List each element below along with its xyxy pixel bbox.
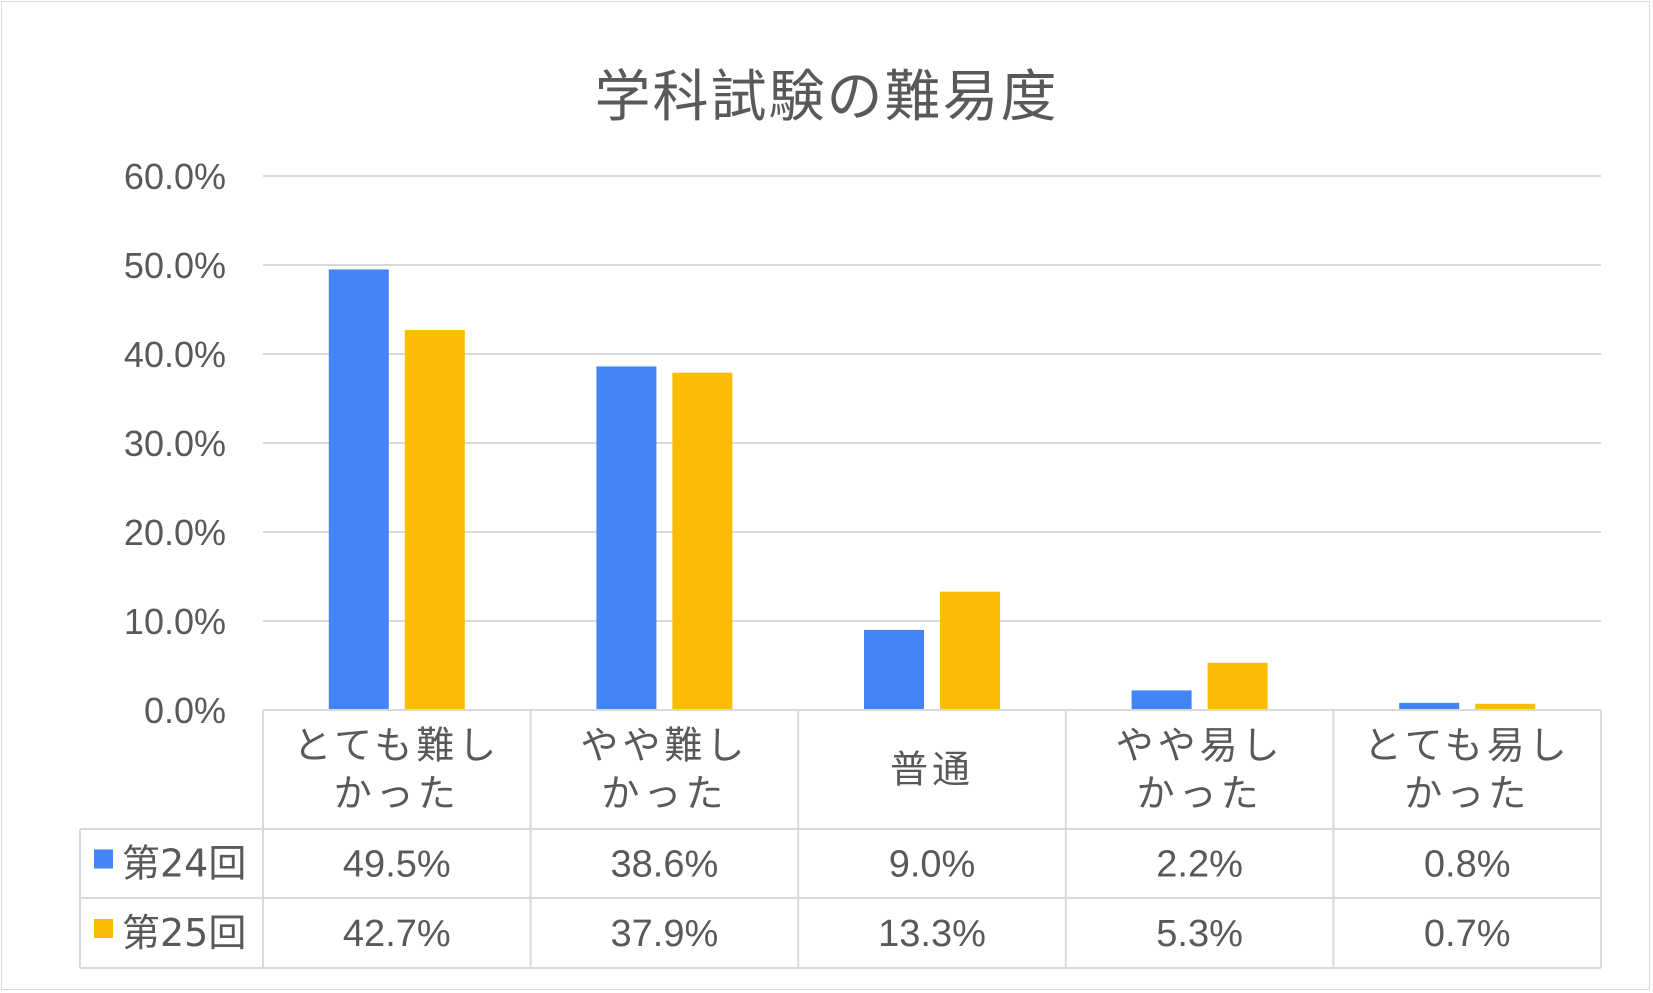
data-label: 49.5% [343, 844, 451, 886]
legend-label: 第24回 [122, 842, 246, 886]
data-label: 42.7% [343, 913, 451, 955]
category-label: 普通 [890, 748, 974, 792]
y-tick-label: 40.0% [124, 334, 226, 375]
bar [1399, 702, 1460, 710]
y-tick-label: 50.0% [124, 245, 226, 286]
category-label: やや難し [580, 724, 748, 768]
bars [328, 269, 1536, 710]
data-label: 0.8% [1424, 844, 1511, 886]
y-tick-label: 0.0% [144, 690, 226, 731]
bar [404, 329, 465, 710]
bar [1207, 662, 1268, 710]
category-label: とても易し [1364, 724, 1571, 768]
data-label: 37.9% [611, 913, 719, 955]
data-label: 13.3% [878, 913, 986, 955]
bar [328, 269, 389, 710]
data-label: 9.0% [889, 844, 976, 886]
bar [596, 366, 657, 710]
legend-key [94, 919, 113, 938]
category-label: やや易し [1116, 724, 1284, 768]
y-axis-ticks: 0.0% 10.0% 20.0% 30.0% 40.0% 50.0% 60.0% [124, 156, 226, 731]
y-tick-label: 30.0% [124, 423, 226, 464]
chart-title: 学科試験の難易度 [594, 65, 1059, 130]
bar [940, 591, 1000, 710]
category-label: かった [601, 772, 727, 816]
data-label: 0.7% [1424, 913, 1511, 955]
data-label: 5.3% [1156, 913, 1243, 955]
bar [672, 372, 733, 710]
bar [864, 629, 924, 710]
data-label: 38.6% [611, 844, 719, 886]
category-label: かった [1404, 772, 1530, 816]
category-label: かった [1137, 772, 1263, 816]
gridlines [263, 175, 1601, 622]
bar [1131, 690, 1192, 710]
y-tick-label: 60.0% [124, 156, 226, 197]
bar [1475, 703, 1536, 710]
y-tick-label: 10.0% [124, 601, 226, 642]
legend-key [94, 849, 113, 869]
y-tick-label: 20.0% [124, 512, 226, 553]
category-label: とても難し [293, 724, 500, 768]
legend-label: 第25回 [122, 911, 246, 955]
data-label: 2.2% [1156, 844, 1243, 886]
category-label: かった [334, 772, 460, 816]
